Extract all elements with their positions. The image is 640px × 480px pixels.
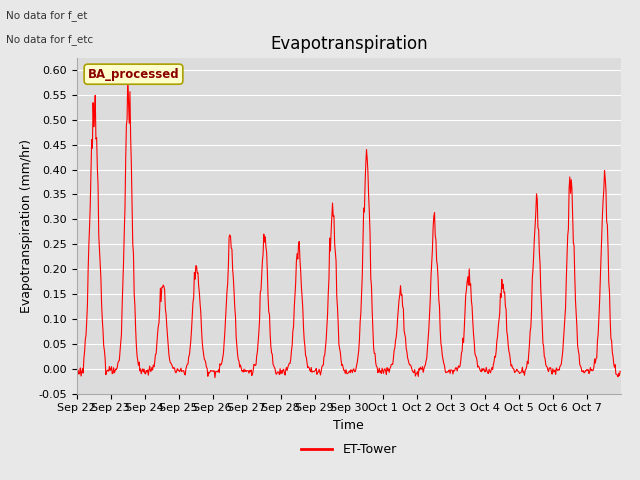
Text: BA_processed: BA_processed [88,68,179,81]
X-axis label: Time: Time [333,419,364,432]
Text: No data for f_et: No data for f_et [6,10,88,21]
Y-axis label: Evapotranspiration (mm/hr): Evapotranspiration (mm/hr) [20,139,33,312]
Title: Evapotranspiration: Evapotranspiration [270,35,428,53]
Text: No data for f_etc: No data for f_etc [6,34,93,45]
Legend: ET-Tower: ET-Tower [296,438,401,461]
